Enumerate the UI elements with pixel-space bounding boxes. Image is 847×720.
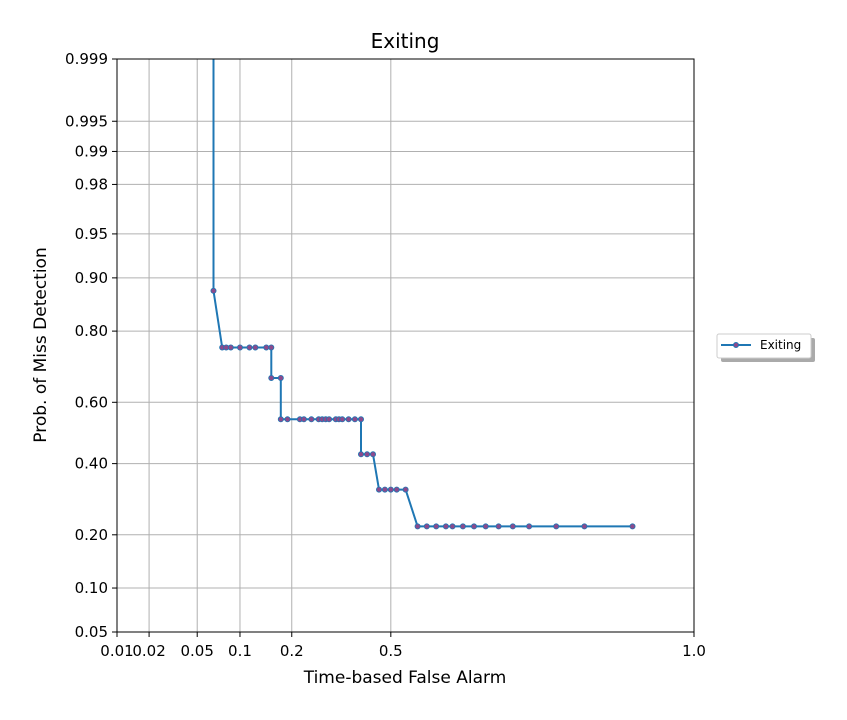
series-marker — [459, 523, 466, 530]
series-marker — [236, 344, 243, 351]
chart-title: Exiting — [371, 29, 440, 53]
series-marker — [326, 416, 333, 423]
series-marker — [351, 416, 358, 423]
series-marker — [210, 287, 217, 294]
y-tick-label: 0.05 — [75, 623, 108, 641]
series-marker — [364, 451, 371, 458]
series-marker — [357, 451, 364, 458]
y-tick-label: 0.98 — [75, 175, 108, 193]
series-marker — [227, 344, 234, 351]
series-marker — [252, 344, 259, 351]
series-marker — [369, 451, 376, 458]
series-marker — [381, 486, 388, 493]
x-tick-label: 0.01 — [100, 642, 133, 660]
series-marker — [277, 374, 284, 381]
y-tick-label: 0.99 — [75, 142, 108, 160]
y-tick-label: 0.95 — [75, 225, 108, 243]
y-axis-tick-labels: 0.05 0.10 0.20 0.40 0.60 0.80 0.90 0.95 0.98 0.99… — [65, 50, 108, 641]
y-tick-label: 0.999 — [65, 50, 108, 68]
y-tick-label: 0.60 — [75, 393, 108, 411]
tick-marks — [112, 58, 695, 637]
series-marker — [300, 416, 307, 423]
x-axis-label: Time-based False Alarm — [303, 668, 507, 688]
series-layer — [210, 59, 636, 530]
series-marker — [268, 344, 275, 351]
legend-box — [716, 333, 812, 359]
series-marker — [482, 523, 489, 530]
series-marker — [387, 486, 394, 493]
y-tick-label: 0.90 — [75, 269, 108, 287]
legend: Exiting — [716, 333, 815, 362]
series-marker — [414, 523, 421, 530]
x-tick-label: 0.1 — [228, 642, 252, 660]
y-tick-label: 0.20 — [75, 526, 108, 544]
grid — [116, 58, 695, 633]
y-tick-label: 0.10 — [75, 579, 108, 597]
series-marker — [526, 523, 533, 530]
series-marker — [433, 523, 440, 530]
x-tick-label: 1.0 — [682, 642, 706, 660]
series-marker — [277, 416, 284, 423]
legend-series-marker — [733, 342, 739, 348]
series-marker — [357, 416, 364, 423]
x-tick-label: 0.02 — [132, 642, 165, 660]
series-marker — [442, 523, 449, 530]
y-tick-label: 0.995 — [65, 112, 108, 130]
series-marker — [553, 523, 560, 530]
series-marker — [495, 523, 502, 530]
legend-series-label: Exiting — [760, 338, 801, 352]
series-marker — [470, 523, 477, 530]
x-tick-label: 0.2 — [280, 642, 304, 660]
series-marker — [423, 523, 430, 530]
series-marker — [393, 486, 400, 493]
y-tick-label: 0.80 — [75, 322, 108, 340]
y-tick-label: 0.40 — [75, 455, 108, 473]
series-marker — [263, 344, 270, 351]
series-marker — [581, 523, 588, 530]
series-marker — [375, 486, 382, 493]
series-marker — [449, 523, 456, 530]
series-marker — [345, 416, 352, 423]
series-marker — [246, 344, 253, 351]
x-axis-tick-labels: 0.010.02 0.05 0.1 0.2 0.5 1.0 — [100, 642, 706, 660]
y-axis-label: Prob. of Miss Detection — [31, 247, 51, 442]
plot-area-frame — [116, 58, 695, 633]
x-tick-label: 0.5 — [379, 642, 403, 660]
series-marker — [629, 523, 636, 530]
series-marker — [268, 374, 275, 381]
series-marker — [402, 486, 409, 493]
series-marker — [308, 416, 315, 423]
x-tick-label: 0.05 — [181, 642, 214, 660]
series-marker — [339, 416, 346, 423]
series-marker — [284, 416, 291, 423]
series-marker — [509, 523, 516, 530]
